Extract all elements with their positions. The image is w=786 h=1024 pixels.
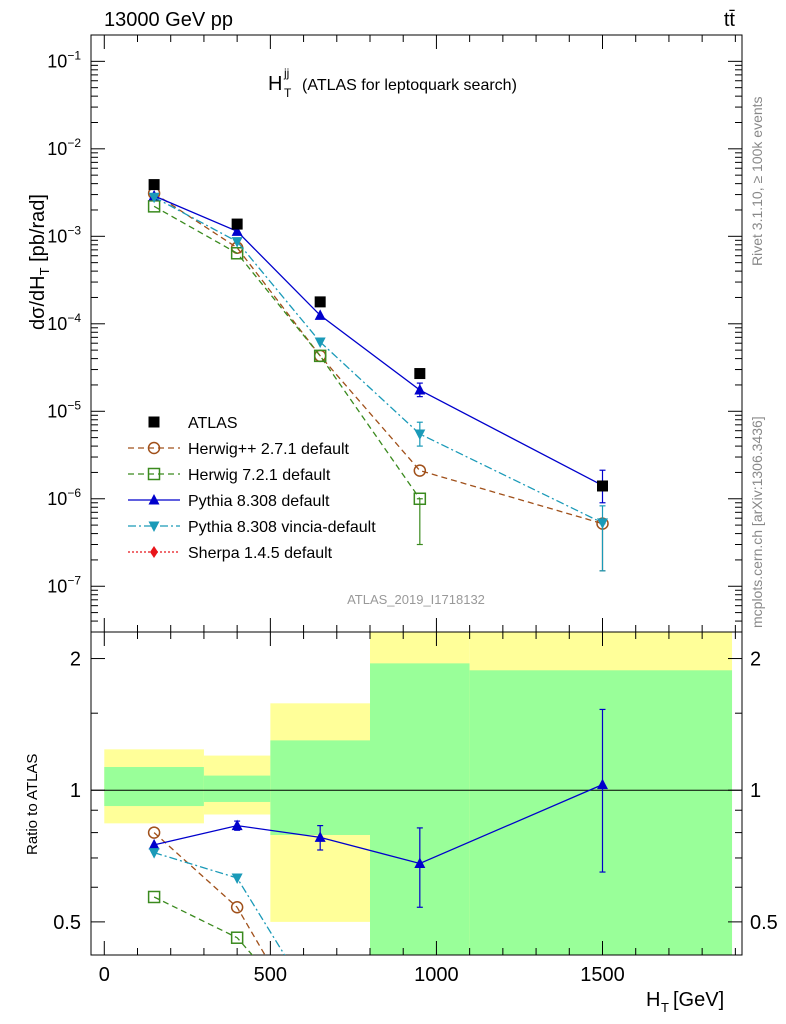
- legend-label-3: Pythia 8.308 default: [188, 493, 330, 510]
- main-series-line-0: [153, 192, 603, 525]
- ratio-series-marker-3: [148, 848, 160, 859]
- x-tick-label: 0: [99, 964, 110, 986]
- rivet-label: Rivet 3.1.10, ≥ 100k events: [749, 96, 765, 266]
- ratio-series-marker-0: [147, 826, 161, 839]
- ratio-panel: 0.5 0.5 1 1 2 2 0 500 1000 1500: [53, 631, 778, 986]
- atlas-data-point: [231, 218, 243, 230]
- x-axis-label-rest: [GeV]: [673, 989, 724, 1011]
- main-series-marker-3: [148, 192, 160, 204]
- main-series-marker-2: [314, 309, 326, 320]
- legend: ATLAS Herwig++ 2.7.1 default Herwig 7.2.1 …: [128, 415, 376, 562]
- legend-marker-1: [147, 441, 161, 455]
- ratio-band-green-2: [270, 740, 370, 835]
- main-y-tick-label: 10−3: [47, 223, 81, 246]
- ratio-series-marker-2: [314, 831, 326, 842]
- main-series-marker-0: [413, 464, 427, 477]
- plot-title-sup: jj: [283, 66, 289, 80]
- ratio-y-axis-label: Ratio to ATLAS: [24, 754, 41, 855]
- mcplots-label: mcplots.cern.ch [arXiv:1306.3436]: [749, 416, 765, 628]
- main-y-tick-label: 10−7: [47, 573, 81, 596]
- ratio-band-green-1: [203, 775, 271, 802]
- main-y-tick-label: 10−6: [47, 486, 81, 509]
- x-axis-label-sub: T: [661, 1000, 669, 1015]
- ratio-series-marker-2: [414, 857, 426, 868]
- ratio-series-marker-2: [597, 778, 608, 790]
- main-y-tick-label: 10−2: [47, 136, 81, 159]
- main-series-marker-2: [414, 384, 426, 395]
- main-series-marker-1: [230, 247, 244, 260]
- ratio-band-green-4: [469, 670, 733, 955]
- ratio-plot-data: [147, 708, 608, 955]
- analysis-id: ATLAS_2019_I1718132: [347, 592, 485, 607]
- legend-label-0: ATLAS: [188, 415, 238, 432]
- legend-marker-5: [150, 546, 158, 558]
- ratio-clipped-group: [147, 708, 608, 955]
- ratio-series-marker-2: [231, 819, 243, 831]
- legend-marker-2: [147, 467, 161, 481]
- ratio-series-line-1: [153, 896, 254, 955]
- main-y-axis-label: dσ/dHT [pb/rad]: [27, 194, 52, 330]
- main-series-marker-3: [597, 518, 608, 529]
- x-tick-label: 1000: [414, 964, 459, 986]
- process-label: tt̄: [724, 9, 736, 31]
- ratio-y-tick-label-left: 0.5: [53, 912, 81, 934]
- x-axis-label-main: H: [646, 989, 660, 1011]
- legend-label-2: Herwig 7.2.1 default: [188, 467, 331, 484]
- main-plot-data: [147, 179, 609, 572]
- ratio-series-marker-0: [230, 901, 244, 914]
- ratio-series-marker-1: [230, 931, 244, 944]
- energy-label: 13000 GeV pp: [104, 9, 233, 31]
- main-series-marker-3: [231, 237, 243, 248]
- legend-marker-0: [148, 416, 160, 428]
- atlas-data-point: [314, 296, 326, 308]
- legend-label-4: Pythia 8.308 vincia-default: [188, 519, 376, 536]
- x-tick-label: 1500: [580, 964, 625, 986]
- ratio-band-green-0: [104, 766, 204, 807]
- main-panel: 10−7 10−6 10−5 10−4 10−3 10−2 10−1: [47, 34, 743, 633]
- legend-marker-3: [148, 494, 160, 505]
- main-frame: [90, 34, 743, 633]
- atlas-data-point: [148, 179, 160, 191]
- ratio-y-tick-label-left: 1: [70, 780, 81, 802]
- legend-marker-4: [148, 521, 160, 532]
- ratio-y-tick-label-right: 2: [750, 649, 761, 671]
- x-tick-label: 500: [254, 964, 287, 986]
- main-series-marker-2: [231, 225, 243, 236]
- ratio-series-marker-2: [148, 838, 160, 850]
- plot-title: H jj T (ATLAS for leptoquark search): [268, 66, 517, 100]
- main-y-tick-label: 10−4: [47, 311, 81, 334]
- ratio-series-line-0: [153, 832, 266, 955]
- ratio-frame: [90, 631, 743, 956]
- ratio-series-marker-1: [147, 890, 161, 904]
- x-axis-label: H T [GeV]: [646, 989, 724, 1015]
- plot-title-rest: (ATLAS for leptoquark search): [302, 77, 517, 94]
- main-y-tick-label: 10−1: [47, 48, 81, 71]
- ratio-series-marker-3: [231, 873, 243, 884]
- ratio-bands: [104, 632, 733, 955]
- main-y-tick-label: 10−5: [47, 398, 81, 421]
- main-series-marker-3: [314, 337, 326, 348]
- ratio-y-tick-label-right: 1: [750, 780, 761, 802]
- ratio-y-tick-label-left: 2: [70, 649, 81, 671]
- plot-title-main: H: [268, 73, 282, 95]
- main-series-line-1: [153, 205, 421, 500]
- main-series-marker-1: [413, 492, 427, 506]
- legend-label-1: Herwig++ 2.7.1 default: [188, 441, 350, 458]
- legend-label-5: Sherpa 1.4.5 default: [188, 545, 333, 562]
- main-series-marker-1: [313, 349, 327, 363]
- main-series-marker-3: [414, 429, 426, 440]
- plot-title-sub: T: [284, 86, 292, 100]
- ratio-y-tick-label-right: 0.5: [750, 912, 778, 934]
- atlas-data-point: [597, 480, 608, 492]
- ratio-band-green-3: [370, 663, 470, 955]
- atlas-data-point: [414, 368, 426, 380]
